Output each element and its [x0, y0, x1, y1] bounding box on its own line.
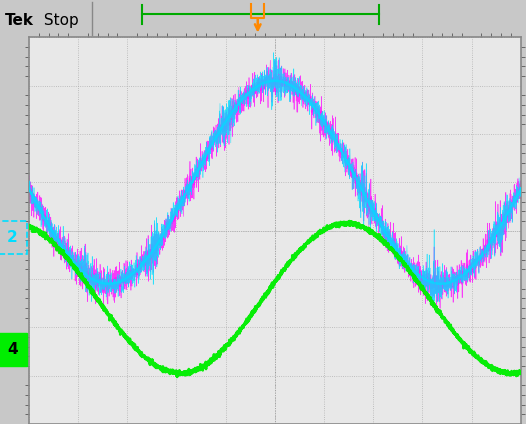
FancyBboxPatch shape [0, 333, 27, 365]
Text: Tek: Tek [5, 13, 34, 28]
Text: 4: 4 [7, 342, 18, 357]
Text: Stop: Stop [39, 13, 79, 28]
Text: 2: 2 [7, 230, 18, 245]
